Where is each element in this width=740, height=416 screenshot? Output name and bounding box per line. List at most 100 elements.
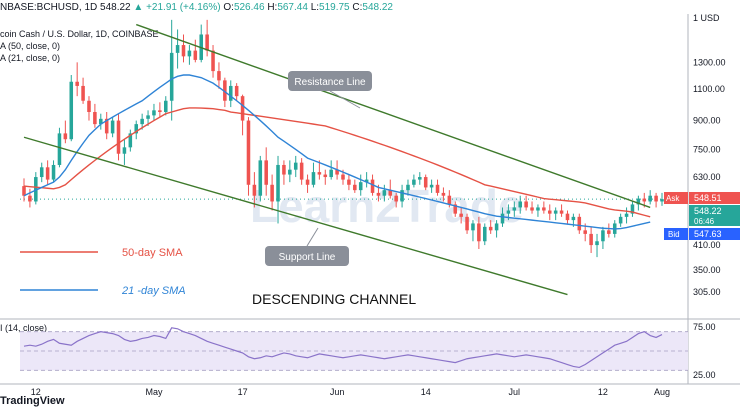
candle-body: [547, 210, 552, 214]
time-tick-label: 12: [31, 387, 41, 397]
price-tick-label: 1300.00: [693, 57, 726, 67]
candle-body: [134, 124, 139, 134]
resistance-label: Resistance Line: [294, 77, 366, 88]
candle-body: [270, 184, 274, 202]
symbol-description: coin Cash / U.S. Dollar, 1D, COINBASE: [0, 29, 159, 39]
candle-body: [624, 213, 629, 217]
price-tick-label: 410.00: [693, 240, 721, 250]
candle-body: [376, 192, 381, 196]
time-tick-label: Jul: [509, 387, 521, 397]
candle-body: [553, 210, 558, 214]
bar-countdown: 06:46: [694, 217, 715, 226]
candle-body: [122, 147, 127, 154]
bid-tag-bg: [689, 228, 740, 240]
candle-body: [488, 226, 493, 231]
price-tick-label: 900.00: [693, 116, 721, 126]
candle-body: [51, 164, 56, 180]
candle-body: [530, 207, 534, 211]
sma50-line: [23, 107, 651, 218]
low-label: L:: [310, 2, 320, 13]
time-tick-label: May: [145, 387, 163, 397]
price-tick-label: 630.00: [693, 172, 721, 182]
candle-body: [181, 45, 186, 57]
high-label: H:: [267, 2, 278, 13]
candle-body: [435, 184, 440, 193]
candle-body: [217, 71, 221, 81]
last-price-tag: 548.22: [694, 206, 722, 216]
chart-header: NBASE:BCHUSD, 1D 548.22 ▲ +21.91 (+4.16%…: [0, 2, 393, 13]
support-label: Support Line: [279, 252, 336, 263]
candle-body: [418, 177, 422, 180]
candle-body: [335, 169, 339, 175]
open-label: O:: [223, 2, 234, 13]
bid-price: 547.63: [694, 229, 722, 239]
resistance-label-pointer: [329, 90, 361, 109]
candle-body: [542, 207, 546, 211]
candle-body: [394, 195, 398, 202]
candle-body: [93, 112, 97, 125]
candle-body: [187, 50, 192, 57]
candle-body: [57, 133, 62, 165]
candle-body: [104, 118, 109, 134]
last-price: 548.22: [100, 2, 131, 13]
symbol-label: NBASE:BCHUSD, 1D: [0, 2, 98, 13]
candle-body: [169, 52, 174, 101]
candle-body: [447, 195, 452, 205]
candle-body: [317, 172, 322, 175]
candle-body: [28, 195, 32, 202]
candle-body: [99, 118, 103, 125]
sma21-callout: 21 -day SMA: [121, 285, 186, 297]
ma21-legend: A (21, close, 0): [0, 53, 61, 63]
candle-body: [577, 216, 582, 231]
candle-body: [246, 120, 251, 185]
candle-body: [264, 160, 268, 185]
support-label-box: [265, 246, 349, 266]
ask-tag-label: Ask: [666, 194, 680, 203]
open-value: 526.46: [233, 2, 265, 13]
candle-body: [228, 85, 233, 101]
candle-body: [288, 169, 292, 175]
candle-body: [642, 198, 647, 202]
time-tick-label: 14: [421, 387, 431, 397]
candle-body: [276, 164, 280, 202]
rsi-tick-label: 25.00: [693, 370, 716, 380]
resistance-label-box: [288, 71, 372, 91]
candle-body: [193, 50, 198, 60]
candle-body: [341, 174, 345, 180]
resistance-line: [136, 23, 651, 209]
candle-body: [370, 179, 375, 193]
support-line: [23, 136, 568, 296]
candle-body: [293, 162, 298, 170]
time-tick-label: Aug: [654, 387, 670, 397]
candle-body: [116, 120, 121, 154]
candle-body: [152, 110, 156, 116]
candle-body: [477, 223, 481, 242]
candle-body: [429, 184, 434, 188]
candle-body: [347, 179, 351, 185]
support-label-pointer: [306, 227, 319, 247]
candle-body: [648, 195, 652, 202]
candle-body: [22, 186, 26, 196]
candle-body: [205, 34, 209, 51]
candle-body: [211, 50, 215, 72]
candle-body: [595, 241, 599, 246]
time-tick-label: 17: [238, 387, 248, 397]
candle-body: [512, 207, 517, 211]
candle-body: [240, 96, 245, 121]
candle-body: [441, 192, 446, 196]
candle-body: [282, 164, 286, 175]
candle-body: [400, 190, 404, 202]
candle-body: [565, 213, 570, 221]
candle-body: [382, 190, 387, 196]
high-value: 567.44: [277, 2, 308, 13]
candle-body: [618, 216, 623, 224]
candle-body: [323, 174, 328, 178]
ask-tag-label-bg: [664, 192, 688, 204]
candle-body: [252, 184, 257, 196]
price-tick-label: 1100.00: [693, 84, 725, 94]
time-tick-label: Jun: [330, 387, 345, 397]
candle-body: [607, 230, 611, 234]
tradingview-logo: TradingView: [0, 395, 65, 407]
candle-body: [146, 115, 150, 119]
